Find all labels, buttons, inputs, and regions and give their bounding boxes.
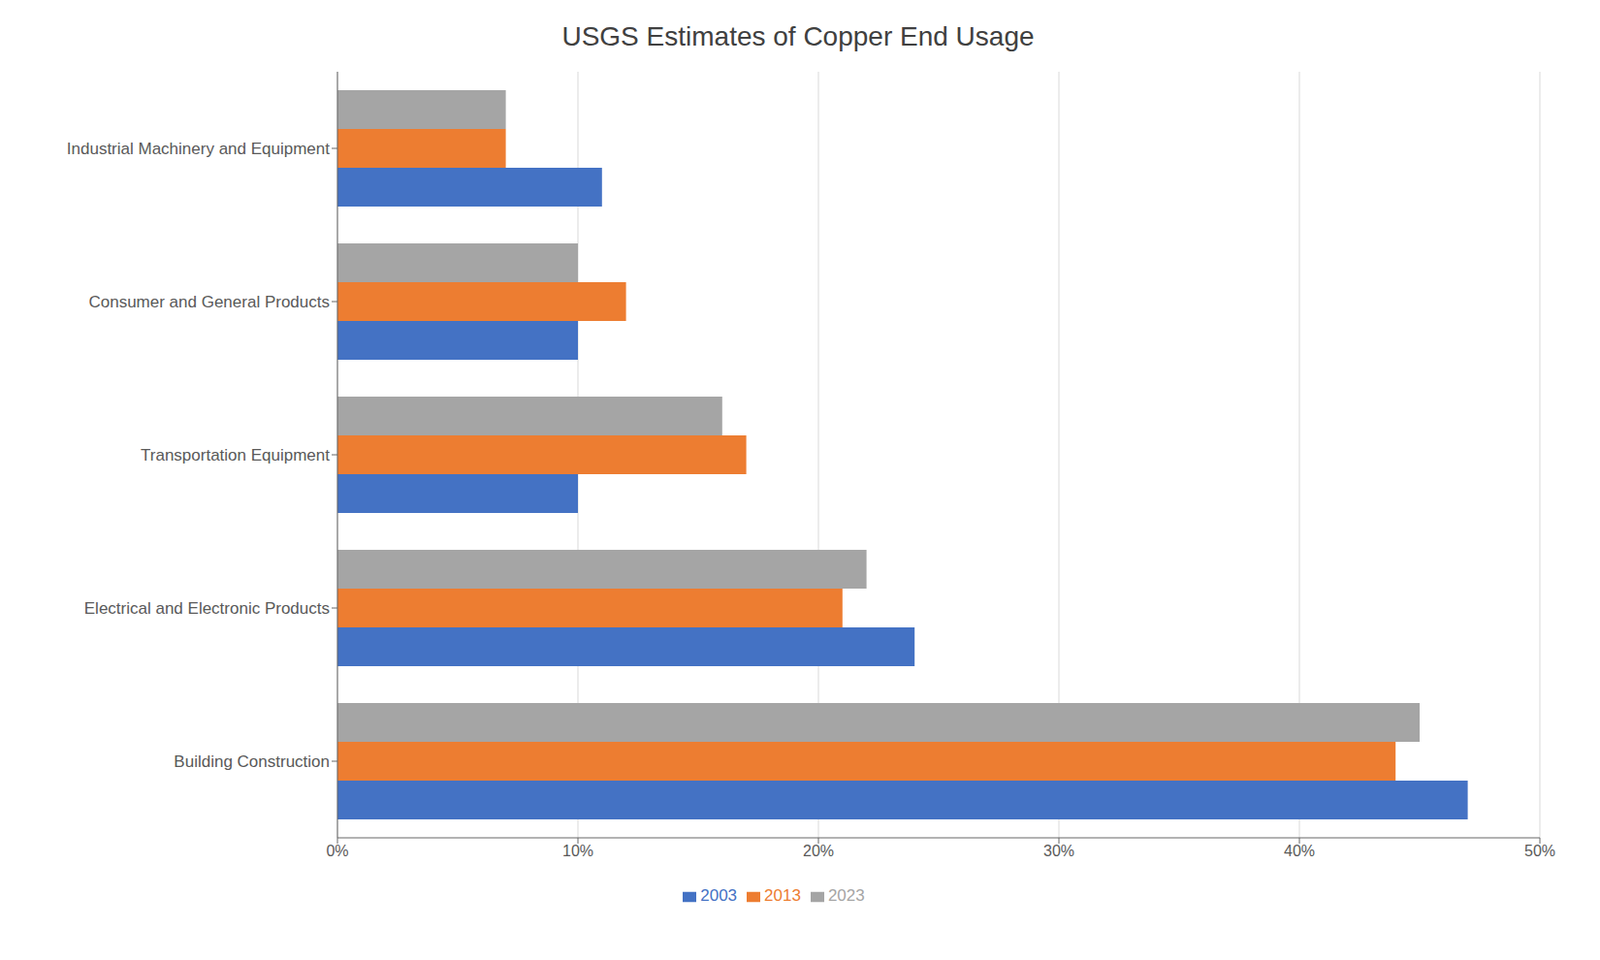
svg-text:Consumer and General Products: Consumer and General Products: [88, 292, 330, 312]
svg-text:30%: 30%: [1043, 842, 1075, 860]
svg-text:Building Construction: Building Construction: [173, 752, 330, 771]
html-text:2003: 2003: [700, 886, 738, 905]
svg-text:0%: 0%: [325, 842, 349, 860]
svg-text:Transportation Equipment: Transportation Equipment: [140, 446, 330, 465]
html-text:USGS Estimates of Copper End U: USGS Estimates of Copper End Usage: [561, 21, 1035, 52]
svg-text:20%: 20%: [802, 842, 834, 860]
svg-text:50%: 50%: [1524, 842, 1556, 860]
svg-text:40%: 40%: [1283, 842, 1315, 860]
svg-text:10%: 10%: [562, 842, 594, 860]
svg-text:Electrical and Electronic Prod: Electrical and Electronic Products: [84, 599, 330, 618]
svg-text:Industrial Machinery and Equip: Industrial Machinery and Equipment: [66, 139, 330, 159]
html-text:2013: 2013: [764, 886, 801, 905]
html-text:2023: 2023: [828, 886, 865, 905]
